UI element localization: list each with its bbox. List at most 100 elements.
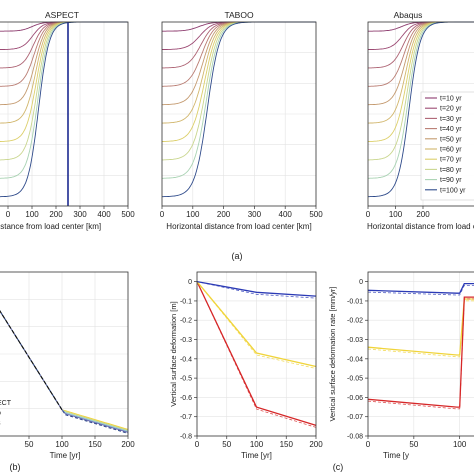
vdef-xtick-label: 100	[250, 440, 264, 449]
vrate-ytick-label: 0	[359, 279, 363, 286]
vrate-ytick-label: -0.08	[347, 434, 363, 441]
abaqus-legend-entry: t=40 yr	[440, 126, 462, 133]
vdef-xtick-label: 200	[309, 440, 323, 449]
abaqus-legend-entry: t=50 yr	[440, 136, 462, 143]
abaqus-legend-entry: t=90 yr	[440, 177, 462, 184]
panel-b-series-3	[0, 310, 129, 433]
taboo-xtick-label: 200	[217, 210, 231, 219]
taboo-xtick-label: 100	[186, 210, 200, 219]
vdef-ytick-label: -0.7	[180, 414, 192, 421]
aspect-xtick-label: 200	[49, 210, 63, 219]
vrate-ytick-label: -0.05	[347, 376, 363, 383]
aspect-xtick-label: 400	[97, 210, 111, 219]
panel-b-legend-entry: o	[0, 410, 1, 417]
abaqus-legend-entry: t=30 yr	[440, 116, 462, 123]
vdef-ytick-label: -0.8	[180, 434, 192, 441]
aspect-xtick-label: 500	[121, 210, 135, 219]
aspect-series-t50	[0, 21, 128, 106]
taboo-title: TABOO	[224, 10, 254, 20]
aspect-series-t40	[0, 21, 128, 87]
aspect-xtick-label: 300	[73, 210, 87, 219]
aspect-series-t30	[0, 21, 128, 69]
vrate-xtick-label: 50	[409, 440, 418, 449]
aspect-series-t100	[0, 21, 128, 198]
abaqus-legend-entry: t=60 yr	[440, 147, 462, 154]
taboo-series-t70	[162, 21, 316, 142]
vrate-axes	[367, 271, 474, 437]
vdef-ylabel: Vertical surface deformation [m]	[169, 301, 178, 406]
vdef-ytick-label: -0.2	[180, 318, 192, 325]
aspect-xlabel: distance from load center [km]	[0, 222, 101, 231]
vdef-ytick-label: -0.4	[180, 356, 192, 363]
panel-b-legend-entry: s	[0, 420, 1, 427]
abaqus-series-t40	[368, 21, 474, 87]
abaqus-xtick-label: 0	[366, 210, 371, 219]
vdef-series-2	[196, 280, 317, 297]
vrate-series-1	[367, 298, 474, 356]
vrate-ytick-label: -0.04	[347, 356, 363, 363]
taboo-series-t100	[162, 21, 316, 198]
taboo-series-t50	[162, 21, 316, 106]
vrate-ytick-label: -0.03	[347, 337, 363, 344]
vrate-xlabel: Time [y	[383, 451, 409, 460]
abaqus-legend-box	[420, 91, 474, 201]
abaqus-legend-entry: t=80 yr	[440, 167, 462, 174]
taboo-xtick-label: 300	[248, 210, 262, 219]
vrate-xtick-label: 100	[453, 440, 467, 449]
vdef-ytick-label: 0	[188, 279, 192, 286]
abaqus-legend-entry: t=10 yr	[440, 96, 462, 103]
taboo-xtick-label: 500	[309, 210, 323, 219]
aspect-series-t60	[0, 21, 128, 124]
vrate-series-1-dashed	[367, 300, 474, 358]
taboo-xtick-label: 0	[160, 210, 165, 219]
panel-b-xtick-label: 100	[55, 440, 69, 449]
vdef-ytick-label: -0.6	[180, 395, 192, 402]
taboo-xtick-label: 400	[279, 210, 293, 219]
abaqus-legend-entry: t=70 yr	[440, 157, 462, 164]
vrate-ylabel: Vertical surface deformation rate [mm/yr…	[328, 286, 337, 421]
abaqus-xlabel: Horizontal distance from load center	[367, 222, 474, 231]
vdef-xlabel: Time [yr]	[241, 451, 272, 460]
abaqus-xtick-label: 100	[389, 210, 403, 219]
vdef-xtick-label: 50	[222, 440, 231, 449]
taboo-series-t60	[162, 21, 316, 124]
panel-b-xlabel: Time [yr]	[50, 451, 81, 460]
aspect-series-t70	[0, 21, 128, 142]
vrate-xtick-label: 0	[366, 440, 371, 449]
aspect-axes	[0, 21, 129, 207]
taboo-series-t40	[162, 21, 316, 87]
aspect-xtick-label: 0	[6, 210, 11, 219]
figure-label-a: (a)	[232, 251, 243, 261]
vdef-series-2-dashed	[196, 281, 317, 299]
abaqus-title: Abaqus	[394, 10, 423, 20]
aspect-series-t80	[0, 21, 128, 161]
vdef-xtick-label: 0	[195, 440, 200, 449]
taboo-axes	[161, 21, 317, 207]
aspect-title: ASPECT	[45, 10, 79, 20]
panel-b-series-reference	[0, 310, 63, 411]
aspect-series-t90	[0, 21, 128, 179]
vdef-series-1-dashed	[196, 281, 317, 369]
vdef-xtick-label: 150	[280, 440, 294, 449]
vdef-ytick-label: -0.5	[180, 376, 192, 383]
taboo-xlabel: Horizontal distance from load center [km…	[166, 222, 311, 231]
figure-label-c: (c)	[333, 462, 344, 472]
taboo-series-t80	[162, 21, 316, 161]
panel-b-xtick-label: 50	[25, 440, 34, 449]
taboo-series-t20	[162, 21, 316, 50]
vrate-ytick-label: -0.02	[347, 318, 363, 325]
vrate-series-0-dashed	[367, 284, 474, 296]
vrate-ytick-label: -0.07	[347, 414, 363, 421]
vrate-series-2-dashed	[367, 298, 474, 410]
panel-b-legend-entry: ECT	[0, 400, 12, 407]
abaqus-xtick-label: 200	[416, 210, 430, 219]
vrate-ytick-label: -0.06	[347, 395, 363, 402]
abaqus-legend-entry: t=100 yr	[440, 187, 466, 194]
aspect-xtick-label: 100	[25, 210, 39, 219]
vrate-series-0	[367, 282, 474, 294]
taboo-series-t30	[162, 21, 316, 69]
vdef-series-0-dashed	[196, 281, 317, 428]
vdef-series-1	[196, 281, 317, 368]
panel-b-xtick-label: 200	[121, 440, 135, 449]
